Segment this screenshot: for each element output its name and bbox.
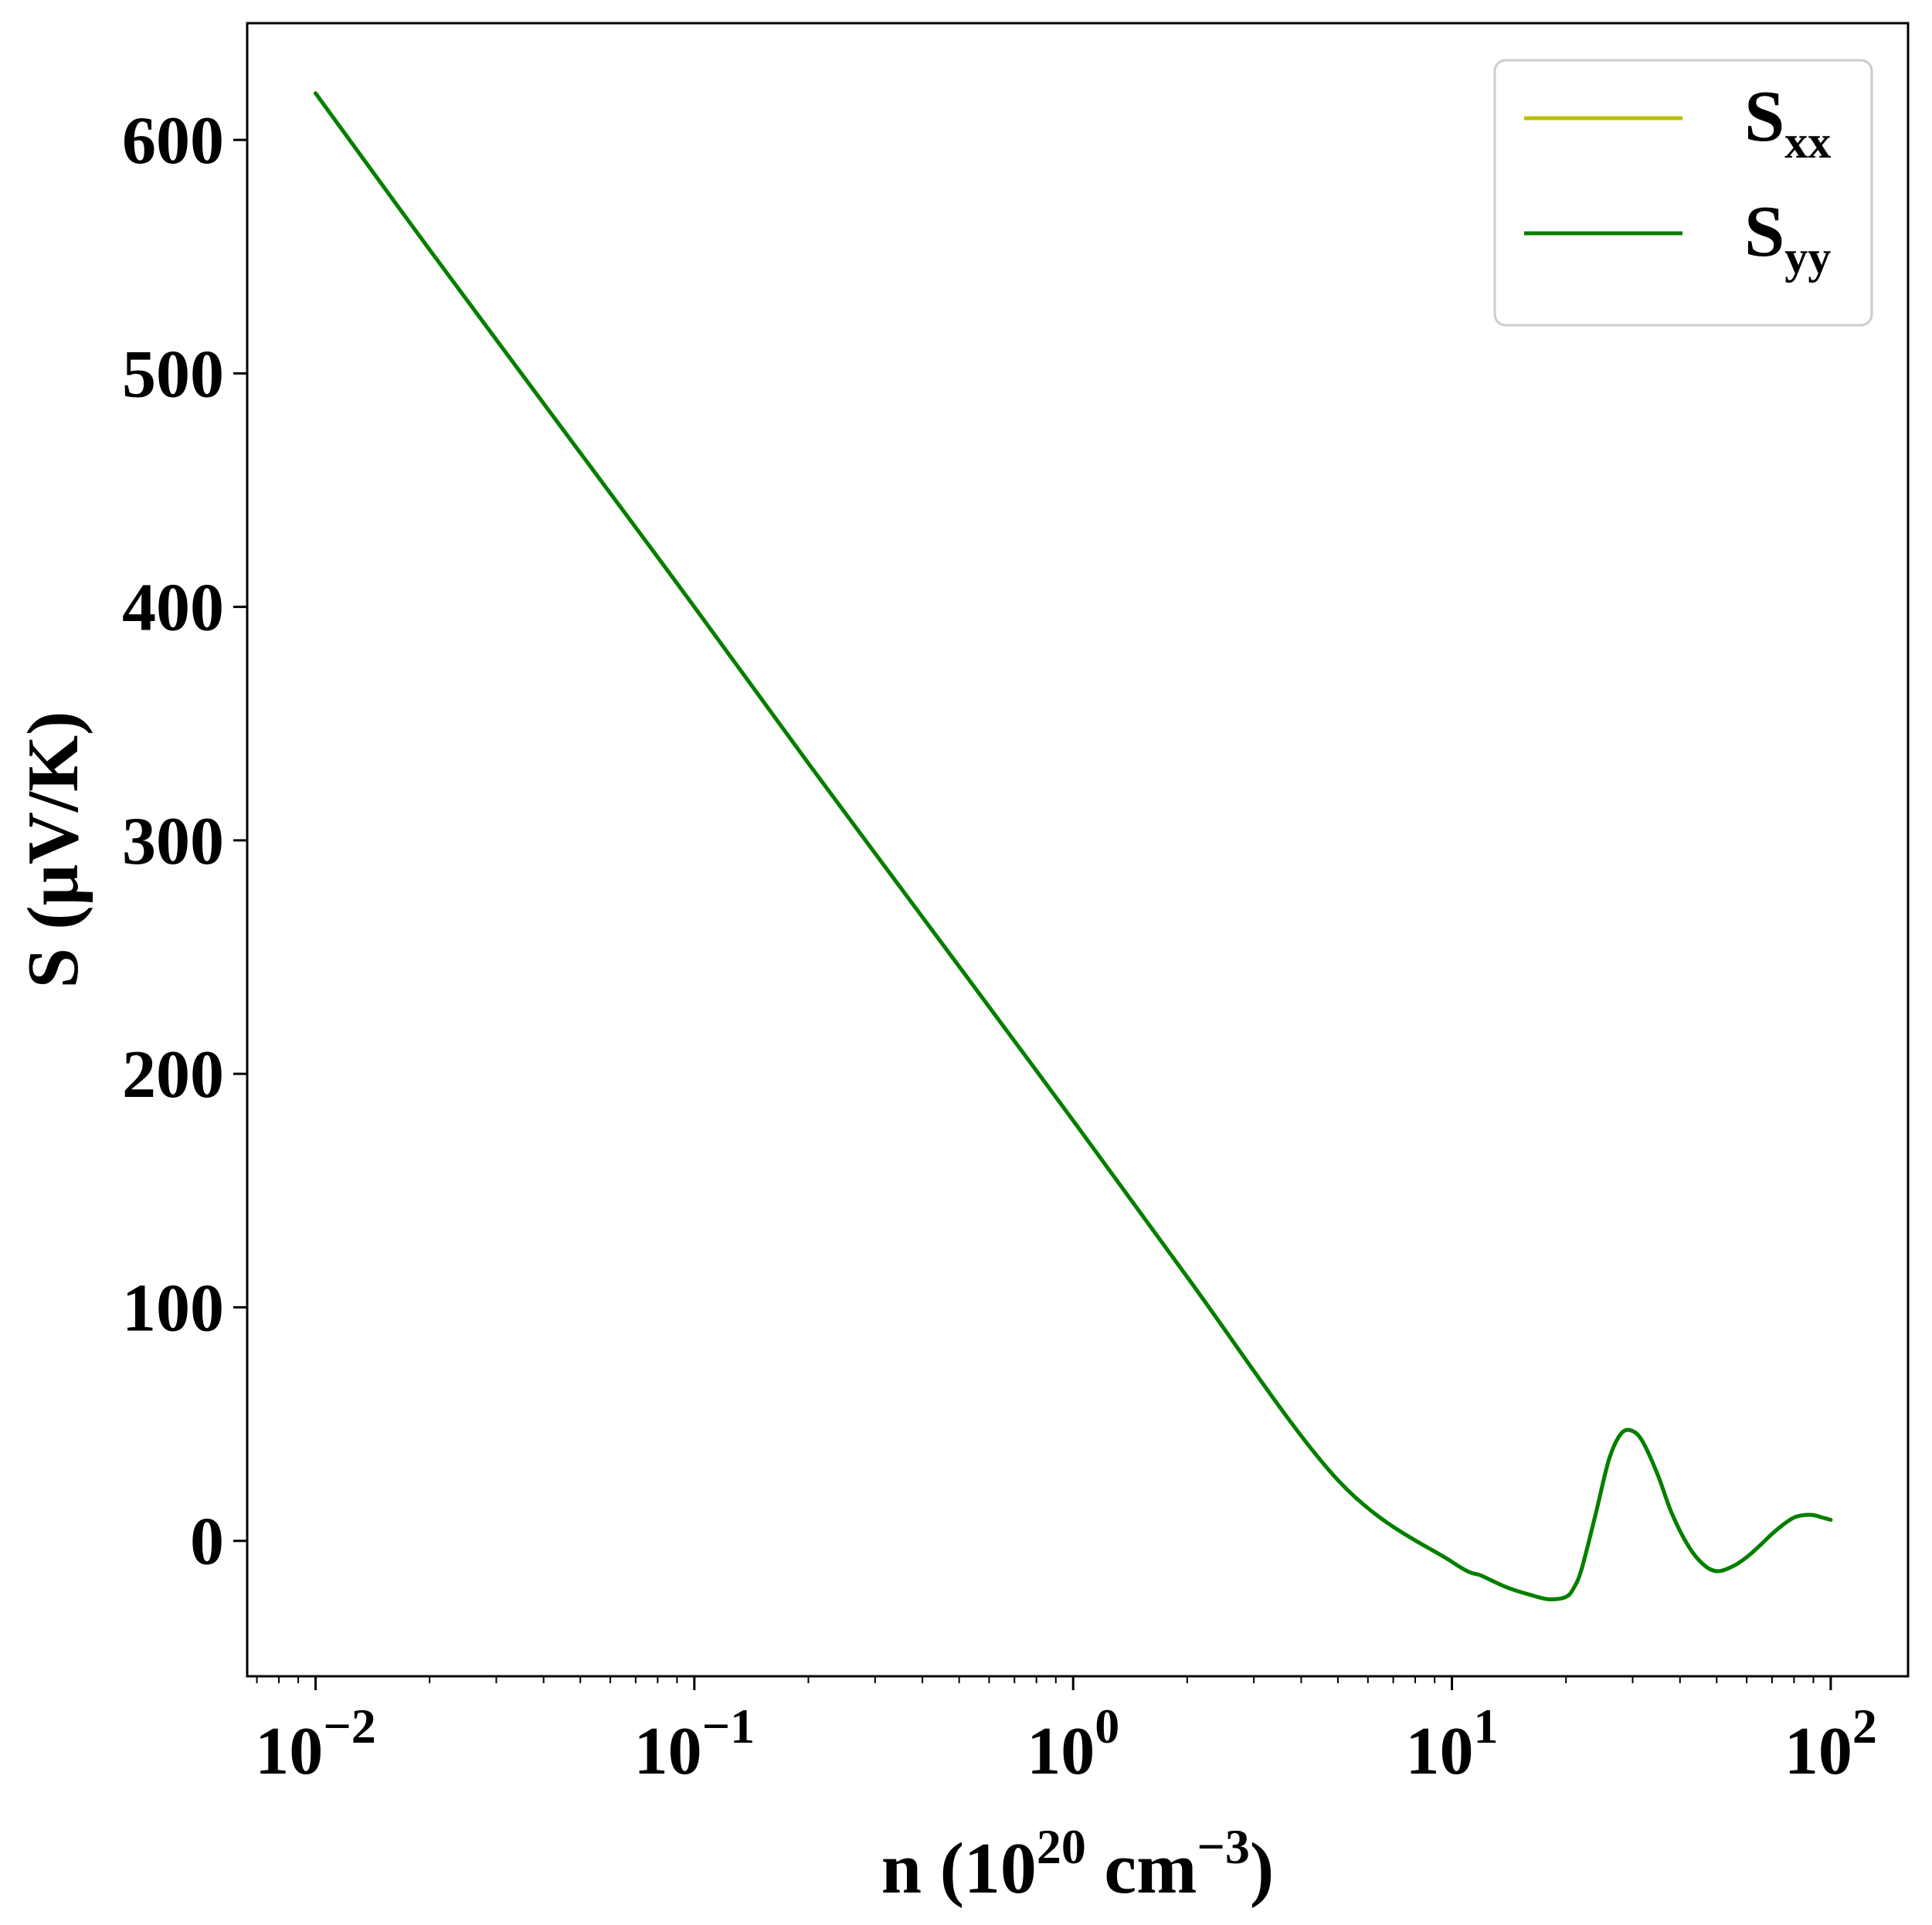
y-axis-label: S (μV/K) xyxy=(13,711,93,989)
plot-frame xyxy=(246,22,1910,1678)
y-tick-label: 400 xyxy=(122,571,224,646)
x-tick-label: 102 xyxy=(1784,1699,1877,1789)
series-line-yy xyxy=(314,91,1833,1601)
legend: Sxx Syy xyxy=(1493,59,1873,327)
series-layer xyxy=(314,91,1833,1601)
legend-label-sxx: Sxx xyxy=(1744,76,1831,168)
x-tick-label: 10−2 xyxy=(255,1699,375,1789)
y-tick-label: 100 xyxy=(122,1271,224,1346)
x-axis-ticks: 10−2 10−1 100 101 102 xyxy=(255,1676,1877,1789)
y-tick-label: 300 xyxy=(122,804,224,879)
x-tick-label: 10−1 xyxy=(634,1699,755,1789)
y-tick-label: 0 xyxy=(190,1505,224,1580)
y-tick-label: 500 xyxy=(122,337,224,412)
x-axis-label: n (1020 cm−3) xyxy=(881,1819,1274,1909)
legend-label-syy: Syy xyxy=(1744,192,1831,283)
x-tick-label: 101 xyxy=(1406,1699,1499,1789)
y-tick-label: 200 xyxy=(122,1037,224,1112)
y-tick-label: 600 xyxy=(122,104,224,178)
legend-box xyxy=(1493,59,1873,327)
x-tick-label: 100 xyxy=(1027,1699,1119,1789)
y-axis-ticks: 0 100 200 300 400 500 600 xyxy=(122,104,247,1580)
